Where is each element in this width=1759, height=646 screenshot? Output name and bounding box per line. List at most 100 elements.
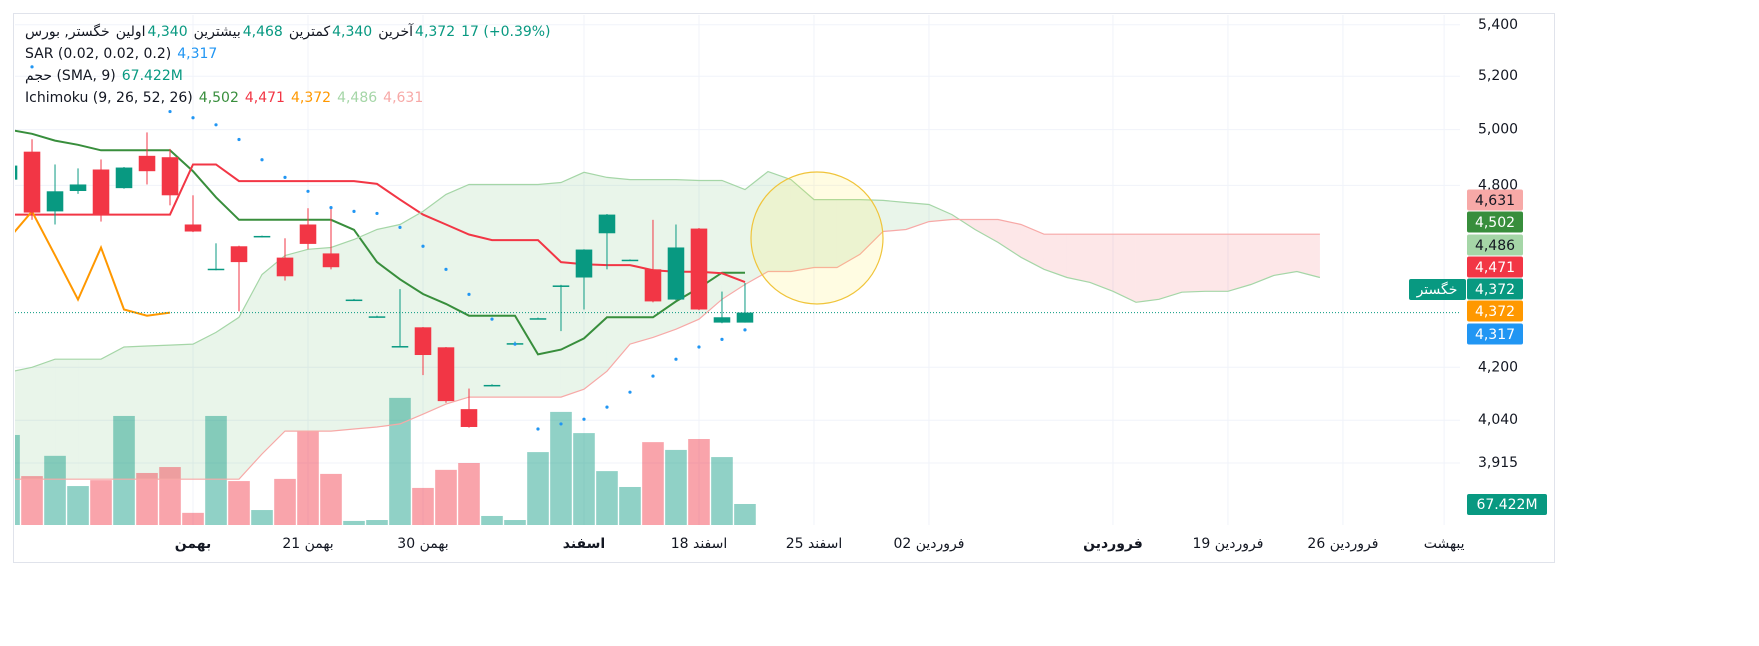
cloud-fill xyxy=(1227,234,1251,292)
cloud-fill xyxy=(101,346,125,480)
sar-dot xyxy=(375,211,379,216)
sar-dot xyxy=(168,109,172,114)
volume-bar xyxy=(573,433,595,525)
volume-bar xyxy=(205,415,227,525)
cloud-fill xyxy=(1250,234,1274,285)
legend-label: کمترین xyxy=(288,24,331,40)
sar-dot xyxy=(743,328,747,332)
legend-sar: SAR (0.02, 0.02, 0.2) 4,317 xyxy=(25,43,551,65)
candle-body xyxy=(460,409,478,427)
legend-value: 4,468 xyxy=(242,24,283,40)
candle-body xyxy=(690,228,708,310)
volume-bar xyxy=(113,415,135,525)
x-tick-label: 30 بهمن xyxy=(397,536,448,552)
cloud-fill xyxy=(285,249,309,432)
indicator-name: SAR (0.02, 0.02, 0.2) xyxy=(25,46,172,62)
cloud-fill xyxy=(882,200,906,232)
cloud-fill xyxy=(905,202,929,230)
indicator-line xyxy=(15,218,1320,480)
cloud-fill xyxy=(974,219,998,243)
volume-bar xyxy=(21,476,43,525)
volume-bar xyxy=(389,397,411,525)
indicator-value: 4,317 xyxy=(177,46,218,62)
legend-value: 4,372 xyxy=(415,24,456,40)
sar-dot xyxy=(490,317,494,321)
y-tick-label: 4,800 xyxy=(1478,177,1518,193)
frame xyxy=(13,13,1555,563)
cloud-fill xyxy=(239,274,263,480)
sar-dot xyxy=(513,342,517,346)
indicator-value: 67.422M xyxy=(121,68,183,84)
cloud-fill xyxy=(537,182,561,398)
candle-body xyxy=(253,235,271,238)
volume-bar xyxy=(90,480,112,525)
plot-area xyxy=(15,65,1460,525)
candle-body xyxy=(414,327,432,356)
price-badge xyxy=(1467,323,1523,345)
sar-dot xyxy=(674,357,678,361)
price-badge xyxy=(1467,256,1523,278)
legend-value: 4,486 xyxy=(337,90,378,106)
cloud-fill xyxy=(514,184,538,398)
volume-bar xyxy=(297,430,319,525)
legend-item: اولین 4,340 xyxy=(116,21,188,43)
candle-body xyxy=(713,317,731,323)
legend-value: 4,631 xyxy=(383,90,424,106)
legend-value: 4,471 xyxy=(244,90,285,106)
cloud-fill xyxy=(124,346,148,480)
x-tick-label: 19 فروردین xyxy=(1192,536,1263,552)
cloud-fill xyxy=(836,199,860,268)
sar-dot xyxy=(697,345,701,349)
cloud-fill xyxy=(859,199,883,255)
sar-dot xyxy=(191,116,195,120)
sar-dot xyxy=(720,337,724,341)
candle-body xyxy=(92,169,110,215)
x-tick-label: 18 اسفند xyxy=(671,536,728,552)
price-badge-label: 4,372 xyxy=(1475,304,1515,320)
candle-body xyxy=(46,191,64,212)
volume-bar xyxy=(711,457,733,525)
candle-body xyxy=(736,312,754,323)
cloud-fill xyxy=(170,344,194,480)
cloud-fill xyxy=(629,179,653,345)
volume-bar xyxy=(274,478,296,525)
cloud-fill xyxy=(376,224,400,427)
volume-bar xyxy=(412,487,434,525)
volume-bar xyxy=(136,472,158,525)
cloud-fill xyxy=(1020,224,1044,270)
y-tick-label: 4,200 xyxy=(1478,359,1518,375)
sar-dot xyxy=(628,390,632,394)
x-tick-label: 25 اسفند xyxy=(786,536,843,552)
x-tick-label: 26 فروردین xyxy=(1307,536,1378,552)
volume-bar xyxy=(228,481,250,525)
legend-value: 4,502 xyxy=(198,90,239,106)
price-badge xyxy=(1467,300,1523,322)
indicator-name: حجم (SMA, 9) xyxy=(25,68,116,84)
cloud-fill xyxy=(147,345,171,480)
legend-label: بیشترین xyxy=(193,24,241,40)
volume-bar xyxy=(481,515,503,525)
cloud-fill xyxy=(216,317,240,480)
price-tag-label: خگستر xyxy=(1416,281,1458,298)
sar-dot xyxy=(306,189,310,193)
sar-dot xyxy=(651,374,655,378)
volume-bar xyxy=(366,520,388,525)
volume-bar xyxy=(527,452,549,525)
candle-body xyxy=(184,224,202,232)
candle-body xyxy=(529,318,547,320)
cloud-fill xyxy=(55,359,79,480)
candle-body xyxy=(138,155,156,172)
candle-body xyxy=(391,346,409,348)
cloud-fill xyxy=(560,172,584,398)
symbol: خگستر, بورس xyxy=(25,24,110,40)
cloud-fill xyxy=(583,172,607,390)
sar-dot xyxy=(398,225,402,230)
price-badge xyxy=(1467,234,1523,256)
legend-value: 4,340 xyxy=(147,24,188,40)
sar-dot xyxy=(329,206,333,210)
grid xyxy=(15,15,1460,525)
x-tick-label: فروردین xyxy=(1083,536,1143,552)
candle-body xyxy=(115,167,133,189)
candle-body xyxy=(345,299,363,302)
